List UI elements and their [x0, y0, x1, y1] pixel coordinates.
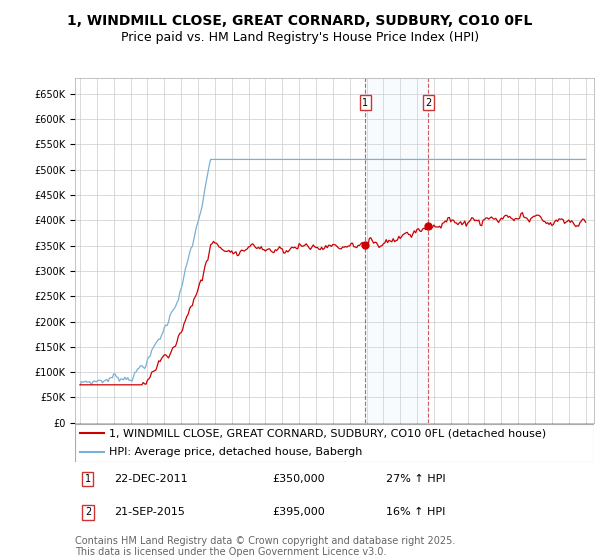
Text: 1: 1 — [362, 97, 368, 108]
Bar — [365, 78, 428, 423]
Text: Contains HM Land Registry data © Crown copyright and database right 2025.
This d: Contains HM Land Registry data © Crown c… — [75, 535, 455, 557]
Text: £350,000: £350,000 — [272, 474, 325, 484]
Text: 2: 2 — [425, 97, 431, 108]
Text: 1: 1 — [85, 474, 91, 484]
Text: Price paid vs. HM Land Registry's House Price Index (HPI): Price paid vs. HM Land Registry's House … — [121, 31, 479, 44]
Text: HPI: Average price, detached house, Babergh: HPI: Average price, detached house, Babe… — [109, 447, 362, 458]
Text: 1, WINDMILL CLOSE, GREAT CORNARD, SUDBURY, CO10 0FL: 1, WINDMILL CLOSE, GREAT CORNARD, SUDBUR… — [67, 14, 533, 28]
Text: 27% ↑ HPI: 27% ↑ HPI — [386, 474, 446, 484]
Text: 16% ↑ HPI: 16% ↑ HPI — [386, 507, 446, 517]
Text: £395,000: £395,000 — [272, 507, 325, 517]
Text: 21-SEP-2015: 21-SEP-2015 — [114, 507, 185, 517]
Text: 22-DEC-2011: 22-DEC-2011 — [114, 474, 188, 484]
FancyBboxPatch shape — [75, 424, 594, 462]
Text: 1, WINDMILL CLOSE, GREAT CORNARD, SUDBURY, CO10 0FL (detached house): 1, WINDMILL CLOSE, GREAT CORNARD, SUDBUR… — [109, 428, 546, 438]
Text: 2: 2 — [85, 507, 91, 517]
